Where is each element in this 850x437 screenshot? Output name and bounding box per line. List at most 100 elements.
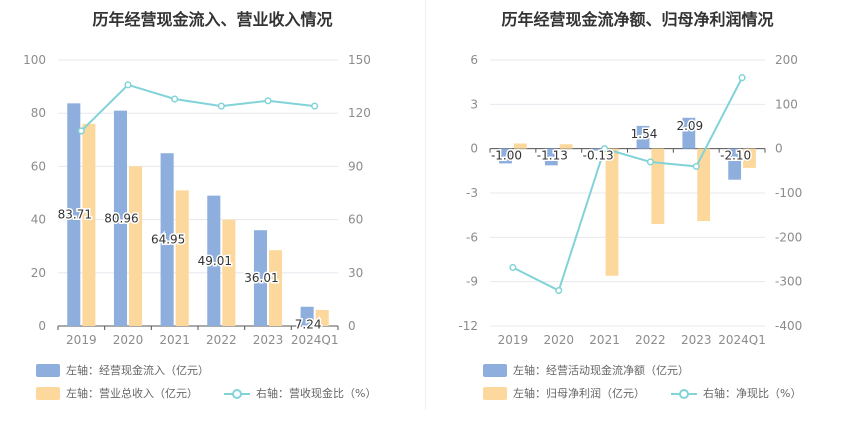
left-axis-tick-label: 40 — [31, 213, 46, 227]
blue-bar-swatch — [36, 363, 60, 377]
bar-series-2 — [559, 144, 573, 149]
bar-series-2 — [269, 250, 283, 326]
bar-series-2 — [129, 166, 143, 326]
right-axis-tick-label: 100 — [775, 97, 798, 111]
right-axis-tick-label: 30 — [348, 266, 363, 280]
right-axis-tick-label: -100 — [775, 186, 802, 200]
left-chart-svg: 0 20 40 60 80 100 0 30 60 90 120 150 2019 2020 2021 202… — [23, 53, 371, 345]
bar-data-label: 7.24 — [295, 318, 322, 332]
bar-series-2 — [175, 190, 189, 326]
bar-data-label: 2.09 — [676, 119, 703, 133]
bar-data-label: 64.95 — [151, 233, 185, 247]
left-axis-tick-label: -6 — [466, 230, 478, 244]
bar-data-label: -1.13 — [537, 149, 568, 163]
left-legend-bar1[interactable]: 左轴：经营现金流入（亿元） — [66, 364, 209, 377]
x-axis-tick-label: 2021 — [589, 333, 620, 345]
right-axis-tick-label: -200 — [775, 230, 802, 244]
left-axis-tick-label: 0 — [38, 319, 46, 333]
right-axis-tick-label: 120 — [348, 106, 371, 120]
right-legend-row-2: 左轴：归母净利润（亿元） 右轴：净现比（%） — [483, 385, 801, 401]
right-axis-tick-label: -400 — [775, 319, 802, 333]
bar-series-2 — [743, 148, 756, 168]
bar-series-1 — [160, 153, 174, 326]
right-legend-bar2[interactable]: 左轴：归母净利润（亿元） — [513, 387, 645, 400]
left-legend-row-2: 左轴：营业总收入（亿元） 右轴：营收现金比（%） — [36, 385, 376, 401]
line-series — [80, 83, 315, 132]
left-axis-tick-label: 100 — [23, 53, 46, 67]
bar-series-1 — [300, 306, 314, 326]
bar-series-1 — [590, 148, 604, 151]
left-chart-panel: 历年经营现金流入、营业收入情况 0 20 40 60 80 100 0 30 60 90 120 15… — [23, 10, 376, 401]
blue-bar-swatch — [483, 363, 507, 377]
right-legend-bar1[interactable]: 左轴：经营活动现金流净额（亿元） — [513, 364, 689, 377]
left-axis-tick-label: 3 — [470, 97, 478, 111]
left-axis-tick-label: 80 — [31, 106, 46, 120]
line-point — [692, 162, 700, 170]
right-legend-row-1: 左轴：经营活动现金流净额（亿元） — [483, 362, 689, 378]
right-chart-panel: 历年经营现金流净额、归母净利润情况 -12 -9 -6 -3 0 3 6 -400 -300 -2… — [425, 0, 850, 437]
bar-series-2 — [651, 148, 665, 225]
line-point — [311, 102, 319, 110]
line-point — [555, 286, 563, 295]
x-axis-tick-label: 2022 — [635, 333, 666, 345]
bar-series-1 — [728, 148, 742, 180]
bar-data-label: 36.01 — [244, 271, 278, 285]
bar-data-label: -1.00 — [491, 149, 522, 163]
bar-series-1 — [544, 148, 558, 166]
bar-data-label: 1.54 — [631, 127, 658, 141]
bar-series-2 — [513, 143, 527, 149]
bar-series-1 — [113, 110, 127, 327]
bar-series-1 — [253, 230, 267, 326]
bar-series-2 — [222, 219, 236, 326]
line-point — [509, 263, 517, 272]
left-axis-tick-label: -9 — [466, 275, 478, 289]
left-axis-tick-label: 20 — [31, 266, 46, 280]
left-legend-bar2[interactable]: 左轴：营业总收入（亿元） — [66, 387, 198, 400]
line-point — [171, 95, 179, 103]
bar-series-2 — [315, 310, 329, 326]
x-axis-tick-label: 2019 — [66, 333, 97, 345]
left-chart-title: 历年经营现金流入、营业收入情况 — [92, 10, 333, 29]
right-chart-svg: -12 -9 -6 -3 0 3 6 -400 -300 -200 -100 0 100 200 2019 2… — [458, 53, 802, 345]
line-point — [264, 97, 272, 105]
line-point — [646, 158, 654, 166]
bar-data-label: 80.96 — [104, 211, 138, 225]
line-marker-swatch — [224, 387, 250, 400]
x-axis-tick-label: 2021 — [159, 333, 190, 345]
line-point — [217, 102, 225, 110]
right-axis-tick-label: 200 — [775, 53, 798, 67]
bar-series-1 — [682, 117, 696, 149]
line-point — [77, 127, 85, 135]
bar-data-label: 49.01 — [198, 254, 232, 268]
left-legend-row-1: 左轴：经营现金流入（亿元） — [36, 362, 209, 378]
bar-series-1 — [207, 195, 221, 326]
left-axis-tick-label: 0 — [470, 142, 478, 156]
left-axis-tick-label: -3 — [466, 186, 478, 200]
bar-data-label: -2.10 — [720, 149, 751, 163]
x-axis-tick-label: 2020 — [543, 333, 574, 345]
x-axis-tick-label: 2023 — [681, 333, 712, 345]
panel-divider — [425, 0, 426, 410]
x-axis-tick-label: 2019 — [498, 333, 529, 345]
bar-data-label: -0.13 — [583, 149, 614, 163]
right-axis-tick-label: 60 — [348, 213, 363, 227]
line-marker-swatch — [671, 387, 697, 400]
x-axis-tick-label: 2022 — [206, 333, 237, 345]
right-axis-tick-label: 0 — [775, 142, 783, 156]
left-legend-line[interactable]: 右轴：营收现金比（%） — [256, 387, 377, 400]
orange-bar-swatch — [36, 386, 60, 400]
right-legend-line[interactable]: 右轴：净现比（%） — [703, 387, 802, 400]
line-point — [124, 81, 132, 89]
left-axis-tick-label: -12 — [458, 319, 478, 333]
bar-series-1 — [636, 125, 650, 149]
line-series — [512, 77, 743, 292]
right-chart-title: 历年经营现金流净额、归母净利润情况 — [501, 10, 774, 29]
left-axis-tick-label: 6 — [470, 53, 478, 67]
bar-series-1 — [67, 103, 81, 327]
orange-bar-swatch — [483, 386, 507, 400]
bar-data-label: 83.71 — [58, 208, 92, 222]
bar-series-2 — [82, 123, 96, 326]
x-axis-tick-label: 2024Q1 — [718, 333, 766, 345]
bar-series-1 — [499, 148, 512, 164]
x-axis-tick-label: 2020 — [113, 333, 144, 345]
